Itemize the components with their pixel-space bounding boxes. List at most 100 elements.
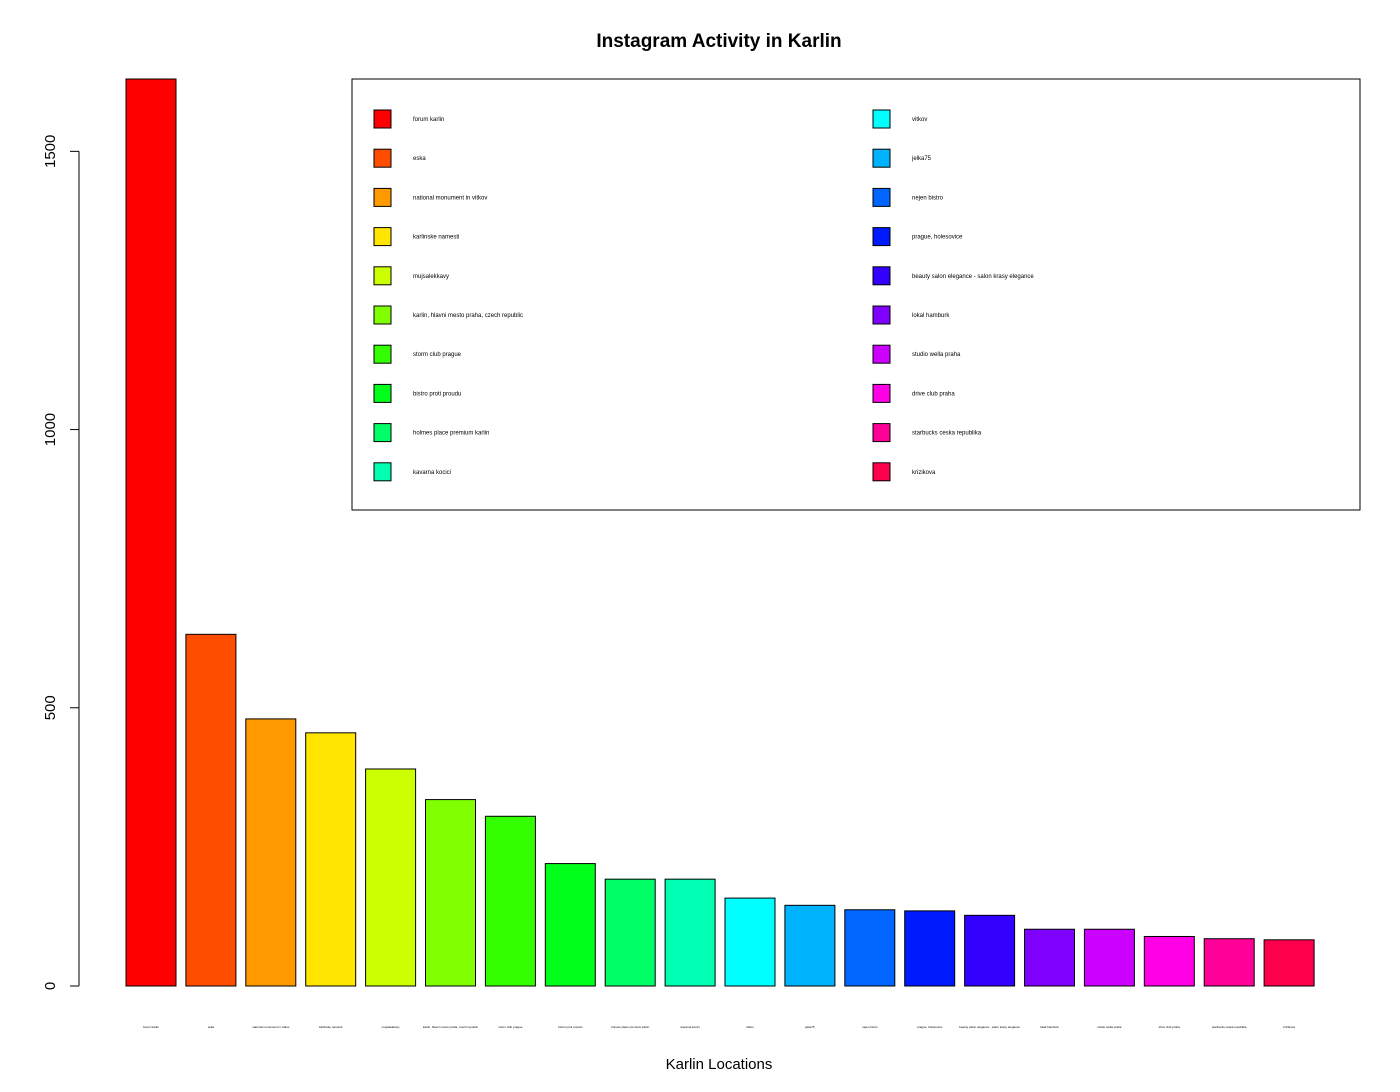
category-tick-label: prague, holesovice [917,1025,943,1029]
legend-swatch [872,423,891,443]
bar [544,863,596,987]
bar [1083,928,1135,987]
legend-label: starbucks ceska republika [912,431,982,437]
bar [245,718,297,987]
category-tick-label: karlinske namesti [319,1025,343,1029]
legend-label: studio wella praha [912,352,961,358]
legend-swatch [373,344,392,364]
legend-label: eska [413,156,426,162]
legend-label: drive club praha [912,391,955,397]
y-tick-label: 1000 [42,413,59,446]
legend-label: prague, holesovice [912,235,963,241]
bar [1263,939,1315,987]
legend-label: forum karlin [413,117,444,123]
bar [784,904,836,987]
category-tick-label: national monument in vitkov [252,1025,290,1029]
legend-item: nejen bistro [872,187,944,207]
legend-swatch [373,227,392,247]
category-tick-label: beauty salon elegance - salon krasy eleg… [959,1025,1020,1029]
legend-swatch [373,187,392,207]
legend-item: starbucks ceska republika [872,423,982,443]
bar [1143,935,1195,987]
legend-swatch [872,344,891,364]
legend-swatch [373,383,392,403]
legend-label: karlinske namesti [413,235,459,241]
category-tick-label: karlin, hlavni mesto praha, czech republ… [423,1025,479,1029]
category-tick-label: bistro proti proudu [558,1025,583,1029]
legend-swatch [872,109,891,129]
legend-swatch [872,148,891,168]
category-tick-label: holmes place premium karlin [611,1025,650,1029]
category-tick-label: kavarna kocici [681,1025,700,1029]
bar [664,878,716,987]
y-tick-label: 0 [42,982,59,990]
category-tick-label: storm club prague [498,1025,522,1029]
category-tick-label: krizikova [1283,1025,1295,1029]
legend-label: vitkov [912,117,927,123]
legend-item: jelka75 [872,148,932,168]
legend-item: kavarna kocici [373,462,451,482]
legend-swatch [872,383,891,403]
legend-swatch [872,227,891,247]
bar [964,914,1016,987]
y-axis: 0 500 1000 1500 [42,135,80,990]
legend-box [351,78,1361,511]
legend-item: national monument in vitkov [373,187,487,207]
bar [185,633,237,987]
category-tick-label: vitkov [746,1025,754,1029]
legend-item: bistro proti proudu [373,383,461,403]
legend-item: holmes place premium karlin [373,423,489,443]
bar [125,78,177,987]
legend-item: beauty salon elegance - salon krasy eleg… [872,266,1034,286]
legend-swatch [373,305,392,325]
legend-swatch [872,187,891,207]
bar [904,910,956,987]
legend-item: drive club praha [872,383,955,403]
legend-swatch [872,462,891,482]
category-tick-label: mujsalekkavy [382,1025,401,1029]
bar [604,878,656,987]
legend-item: forum karlin [373,109,444,129]
bar [1024,928,1075,987]
category-tick-label: studio wella praha [1097,1025,1122,1029]
legend-label: mujsalekkavy [413,274,449,280]
legend-item: storm club prague [373,344,462,364]
legend-label: jelka75 [911,156,932,162]
y-tick-label: 500 [42,695,59,720]
x-axis-label: Karlin Locations [666,1056,773,1073]
bar [844,909,896,987]
legend-label: bistro proti proudu [413,391,461,397]
legend-label: kavarna kocici [413,470,451,476]
category-tick-label: nejen bistro [862,1025,878,1029]
bar-series [125,78,1315,987]
legend-swatch [373,423,392,443]
legend-label: beauty salon elegance - salon krasy eleg… [912,274,1034,280]
legend-label: nejen bistro [912,195,944,201]
bar [365,768,417,987]
chart-title: Instagram Activity in Karlin [596,31,841,52]
category-tick-label: jelka75 [804,1025,815,1029]
legend-item: karlin, hlavni mesto praha, czech republ… [373,305,523,325]
category-tick-label: lokal hamburk [1040,1025,1059,1029]
bar [425,799,476,987]
legend-item: studio wella praha [872,344,961,364]
legend-item: lokal hamburk [872,305,950,325]
legend-swatch [373,109,392,129]
legend-item: vitkov [872,109,927,129]
legend-swatch [373,266,392,286]
bar [484,815,536,987]
legend-label: krizikova [912,470,936,476]
legend: forum karlin eska national monument in vit… [351,78,1361,511]
category-labels: forum karlin eska national monument in vit… [143,1025,1295,1029]
legend-label: karlin, hlavni mesto praha, czech republ… [413,313,523,319]
legend-item: mujsalekkavy [373,266,449,286]
legend-item: karlinske namesti [373,227,459,247]
legend-label: holmes place premium karlin [413,431,489,437]
legend-item: eska [373,148,426,168]
category-tick-label: eska [208,1025,215,1029]
legend-swatch [373,462,392,482]
legend-item: krizikova [872,462,936,482]
y-tick-label: 1500 [42,135,59,168]
bar [1203,938,1255,987]
